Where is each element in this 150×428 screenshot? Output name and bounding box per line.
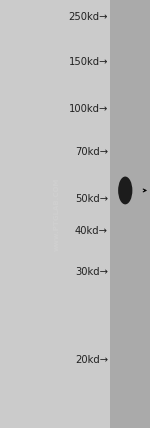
Text: 250kd→: 250kd→: [69, 12, 108, 22]
Text: 50kd→: 50kd→: [75, 194, 108, 204]
Text: 70kd→: 70kd→: [75, 147, 108, 157]
Text: 30kd→: 30kd→: [75, 267, 108, 277]
Text: 40kd→: 40kd→: [75, 226, 108, 236]
Ellipse shape: [118, 176, 132, 205]
Text: www.PTGLAB.COM: www.PTGLAB.COM: [54, 177, 60, 251]
Text: 20kd→: 20kd→: [75, 354, 108, 365]
Bar: [0, 0, 110, 428]
Text: 100kd→: 100kd→: [69, 104, 108, 114]
Text: 150kd→: 150kd→: [69, 57, 108, 67]
Bar: [110, 0, 150, 428]
